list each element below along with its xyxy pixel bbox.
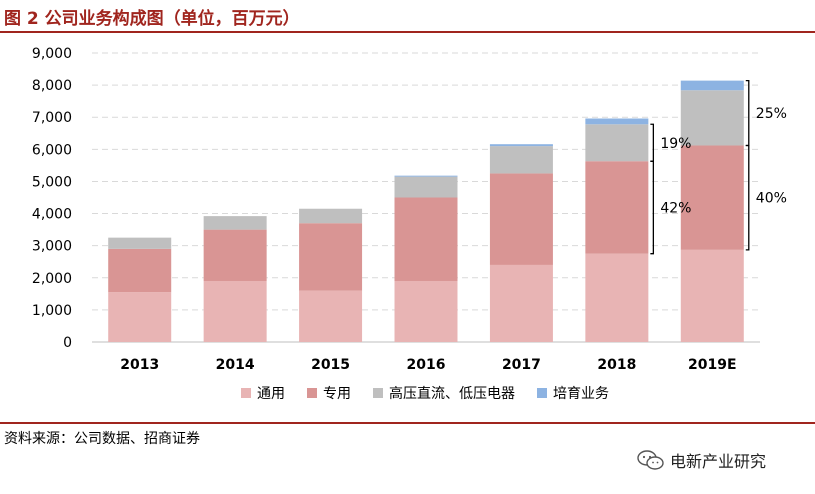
legend-swatch xyxy=(373,388,383,398)
bracket-marker xyxy=(745,144,750,251)
x-tick-label: 2019E xyxy=(688,357,737,373)
bar-segment xyxy=(108,248,172,293)
legend-label: 培育业务 xyxy=(553,386,609,402)
bar-segment xyxy=(203,216,267,230)
y-tick-label: 5,000 xyxy=(32,174,72,190)
legend-swatch xyxy=(241,388,251,398)
share-annotation-label: 25% xyxy=(756,106,787,122)
y-tick-label: 0 xyxy=(63,335,72,351)
y-tick-label: 4,000 xyxy=(32,207,72,223)
share-annotation-label: 19% xyxy=(660,136,691,152)
bar-segment xyxy=(585,161,649,254)
x-tick-label: 2018 xyxy=(597,357,636,373)
bar-segment xyxy=(489,173,553,265)
brand-watermark: 电新产业研究 xyxy=(636,448,766,472)
bar-segment xyxy=(394,176,458,198)
y-tick-label: 6,000 xyxy=(32,142,72,158)
y-tick-label: 7,000 xyxy=(32,110,72,126)
x-tick-label: 2017 xyxy=(502,357,541,373)
legend-label: 通用 xyxy=(257,386,285,402)
bar-segment xyxy=(489,144,553,147)
source-note: 资料来源：公司数据、招商证券 xyxy=(4,431,200,447)
bar-segment xyxy=(585,253,649,342)
x-tick-label: 2013 xyxy=(120,357,159,373)
bar-segment xyxy=(394,197,458,281)
bracket-marker xyxy=(650,160,655,255)
bar-segment xyxy=(394,175,458,177)
bar-segment xyxy=(489,146,553,174)
x-tick-label: 2015 xyxy=(311,357,350,373)
bracket-marker xyxy=(650,123,655,162)
bar-segment xyxy=(394,280,458,342)
legend-label: 专用 xyxy=(323,386,351,402)
y-tick-label: 1,000 xyxy=(32,303,72,319)
bar-segment xyxy=(108,292,172,342)
bar-segment xyxy=(680,90,744,146)
bar-segment xyxy=(299,290,363,342)
wechat-icon xyxy=(637,450,664,470)
bar-segment xyxy=(108,237,172,249)
bar-segment xyxy=(585,124,649,162)
legend-swatch xyxy=(307,388,317,398)
bar-segment xyxy=(203,229,267,281)
legend-swatch xyxy=(537,388,547,398)
bar-segment xyxy=(680,80,744,91)
y-tick-label: 8,000 xyxy=(32,78,72,94)
legend-label: 高压直流、低压电器 xyxy=(389,385,515,402)
bar-segment xyxy=(585,118,649,125)
y-tick-label: 3,000 xyxy=(32,239,72,255)
bar-segment xyxy=(203,280,267,342)
brand-name: 电新产业研究 xyxy=(670,452,767,471)
footer-rule xyxy=(0,422,815,424)
bar-segment xyxy=(299,223,363,291)
bracket-marker xyxy=(745,79,750,147)
title-rule xyxy=(0,31,815,33)
y-tick-label: 2,000 xyxy=(32,271,72,287)
x-tick-label: 2014 xyxy=(216,357,255,373)
bar-segment xyxy=(299,208,363,224)
bar-segment xyxy=(489,264,553,342)
bar-segment xyxy=(680,145,744,250)
stacked-bar-chart: 0 1,000 2,000 3,000 4,000 5,000 6,000 7,000 8,00… xyxy=(32,46,787,402)
y-tick-label: 9,000 xyxy=(32,46,72,62)
bar-segment xyxy=(680,249,744,342)
share-annotation-label: 40% xyxy=(756,191,787,207)
x-tick-label: 2016 xyxy=(407,357,446,373)
chart-title: 图 2 公司业务构成图（单位，百万元） xyxy=(4,9,300,29)
share-annotation-label: 42% xyxy=(660,200,691,216)
